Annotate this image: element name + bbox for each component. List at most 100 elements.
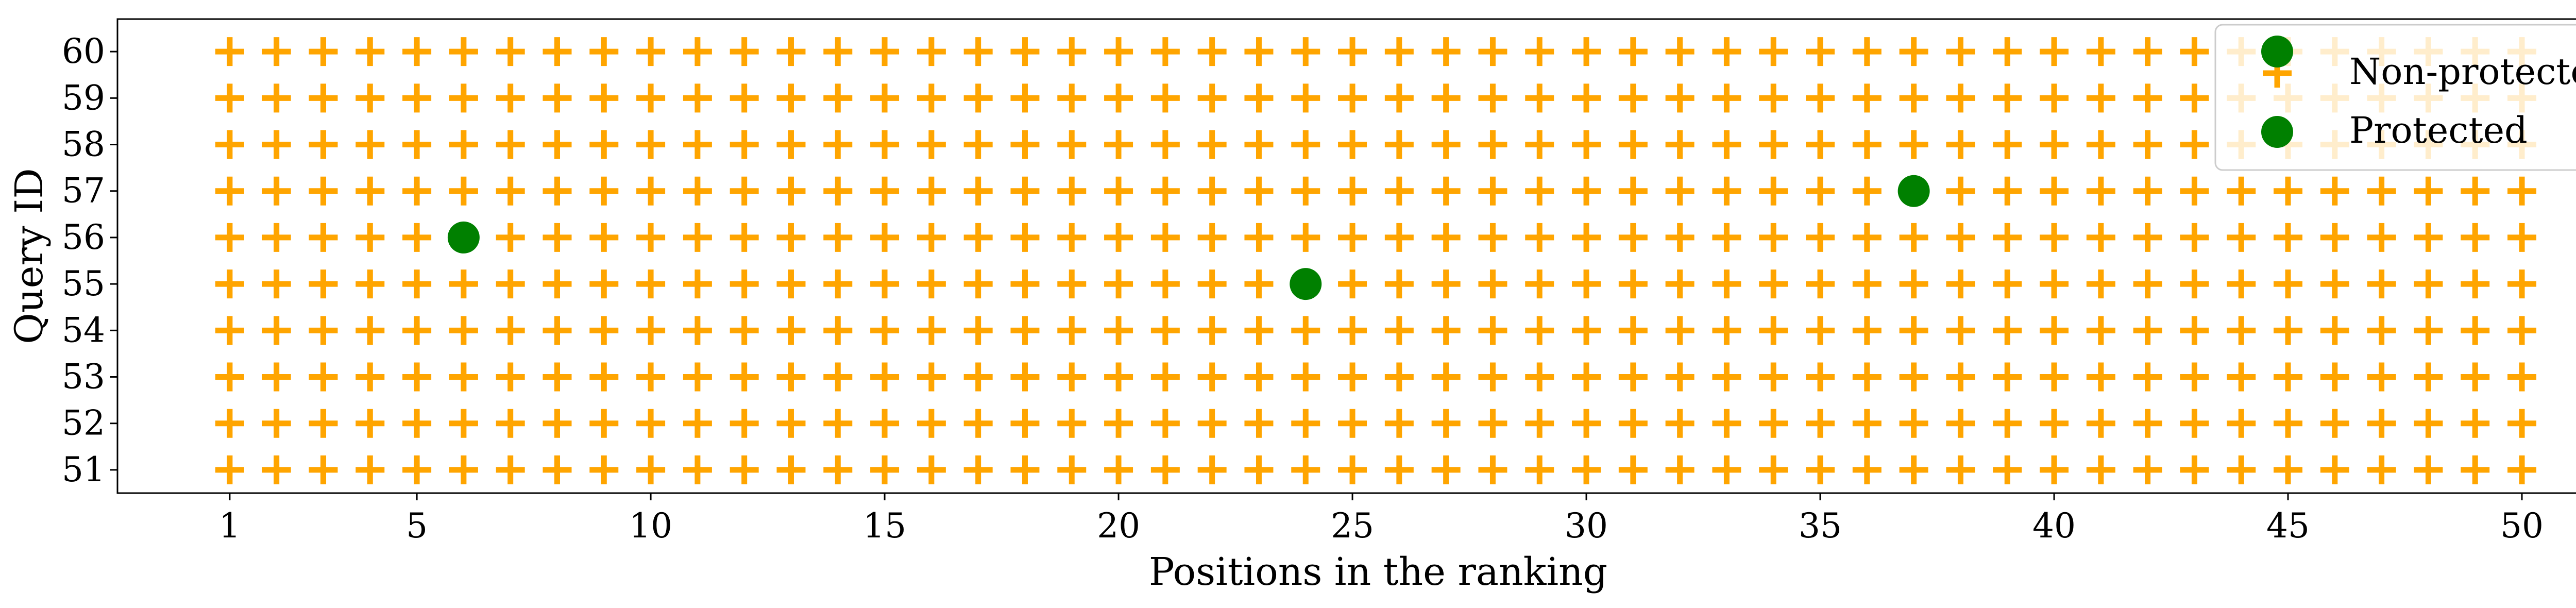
non-protected-point (2274, 269, 2303, 299)
non-protected-point (1431, 223, 1461, 252)
non-protected-point (1197, 37, 1227, 66)
non-protected-point (1759, 83, 1788, 113)
non-protected-point (262, 409, 291, 438)
non-protected-point (1712, 130, 1741, 159)
non-protected-point (1104, 269, 1133, 299)
non-protected-point (1431, 176, 1461, 206)
x-tick-label: 1 (219, 506, 241, 546)
non-protected-point (1244, 316, 1274, 345)
non-protected-point (1946, 223, 1975, 252)
non-protected-point (1806, 409, 1835, 438)
non-protected-point (309, 409, 338, 438)
non-protected-point (776, 223, 806, 252)
non-protected-point (1899, 37, 1928, 66)
non-protected-point (309, 455, 338, 484)
non-protected-point (963, 130, 993, 159)
non-protected-point (1899, 316, 1928, 345)
non-protected-point (1338, 176, 1367, 206)
non-protected-point (1759, 455, 1788, 484)
non-protected-point (1525, 176, 1554, 206)
non-protected-point (1665, 316, 1694, 345)
non-protected-point (2086, 362, 2115, 392)
non-protected-point (2133, 316, 2162, 345)
non-protected-point (449, 37, 478, 66)
non-protected-point (1993, 83, 2022, 113)
non-protected-point (496, 409, 525, 438)
non-protected-point (917, 362, 946, 392)
non-protected-point (2507, 176, 2537, 206)
non-protected-point (1946, 269, 1975, 299)
non-protected-point (355, 316, 385, 345)
non-protected-point (1197, 130, 1227, 159)
non-protected-point (449, 130, 478, 159)
non-protected-point (730, 37, 759, 66)
non-protected-point (1899, 269, 1928, 299)
non-protected-point (1478, 83, 1507, 113)
non-protected-point (1057, 269, 1087, 299)
y-axis-label: Query ID (7, 168, 52, 344)
non-protected-point (1057, 455, 1087, 484)
non-protected-point (2367, 455, 2396, 484)
non-protected-point (1993, 130, 2022, 159)
x-axis: 1 5 10 15 20 25 30 35 40 45 50 (219, 493, 2544, 546)
non-protected-point (2507, 455, 2537, 484)
legend-marker-non-protected-overlap (2261, 36, 2293, 67)
non-protected-point (1946, 37, 1975, 66)
x-tick-label: 30 (1565, 506, 1608, 546)
non-protected-point (1150, 362, 1180, 392)
non-protected-point (917, 223, 946, 252)
non-protected-point (2274, 223, 2303, 252)
plot-marks (215, 37, 2537, 484)
non-protected-point (355, 455, 385, 484)
non-protected-point (1384, 83, 1414, 113)
non-protected-point (1431, 37, 1461, 66)
non-protected-point (1665, 37, 1694, 66)
non-protected-point (2040, 409, 2069, 438)
y-tick-label: 51 (62, 450, 105, 489)
non-protected-point (2040, 37, 2069, 66)
non-protected-point (496, 223, 525, 252)
non-protected-point (1244, 223, 1274, 252)
non-protected-point (1806, 362, 1835, 392)
non-protected-point (2274, 362, 2303, 392)
non-protected-point (730, 409, 759, 438)
non-protected-point (589, 316, 619, 345)
non-protected-point (1525, 269, 1554, 299)
non-protected-point (496, 362, 525, 392)
non-protected-point (870, 223, 900, 252)
non-protected-point (1384, 37, 1414, 66)
non-protected-point (1478, 176, 1507, 206)
non-protected-point (1712, 269, 1741, 299)
plot-frame (116, 18, 2576, 494)
non-protected-point (1572, 223, 1601, 252)
non-protected-point (1197, 455, 1227, 484)
non-protected-point (2320, 269, 2349, 299)
x-tick-label: 10 (629, 506, 672, 546)
non-protected-point (309, 83, 338, 113)
non-protected-point (917, 83, 946, 113)
non-protected-point (1806, 455, 1835, 484)
non-protected-point (1759, 37, 1788, 66)
protected-point (1290, 268, 1322, 300)
non-protected-point (917, 455, 946, 484)
non-protected-point (1010, 37, 1040, 66)
non-protected-point (1525, 37, 1554, 66)
non-protected-point (1618, 83, 1648, 113)
non-protected-point (2180, 316, 2209, 345)
non-protected-point (1946, 83, 1975, 113)
non-protected-point (683, 316, 712, 345)
non-protected-point (2414, 455, 2443, 484)
non-protected-point (1291, 455, 1320, 484)
non-protected-point (309, 362, 338, 392)
non-protected-point (1150, 176, 1180, 206)
non-protected-point (1618, 409, 1648, 438)
non-protected-point (2180, 130, 2209, 159)
non-protected-point (2133, 223, 2162, 252)
non-protected-point (1010, 176, 1040, 206)
non-protected-point (1431, 316, 1461, 345)
non-protected-point (355, 83, 385, 113)
non-protected-point (1010, 83, 1040, 113)
non-protected-point (355, 223, 385, 252)
non-protected-point (2180, 37, 2209, 66)
